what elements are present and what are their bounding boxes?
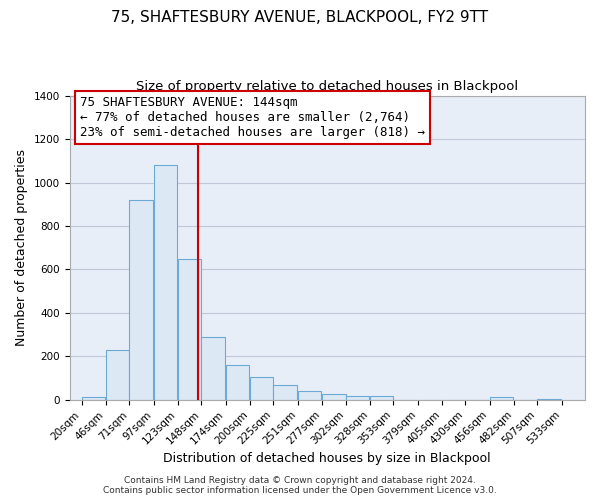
Bar xyxy=(298,391,321,400)
Bar xyxy=(370,396,393,400)
Text: Contains HM Land Registry data © Crown copyright and database right 2024.
Contai: Contains HM Land Registry data © Crown c… xyxy=(103,476,497,495)
X-axis label: Distribution of detached houses by size in Blackpool: Distribution of detached houses by size … xyxy=(163,452,491,465)
Title: Size of property relative to detached houses in Blackpool: Size of property relative to detached ho… xyxy=(136,80,518,93)
Bar xyxy=(130,200,153,400)
Text: 75 SHAFTESBURY AVENUE: 144sqm
← 77% of detached houses are smaller (2,764)
23% o: 75 SHAFTESBURY AVENUE: 144sqm ← 77% of d… xyxy=(80,96,425,138)
Bar xyxy=(154,165,177,400)
Bar xyxy=(490,398,513,400)
Bar xyxy=(250,377,274,400)
Bar xyxy=(537,399,560,400)
Bar xyxy=(322,394,346,400)
Bar xyxy=(346,396,369,400)
Bar xyxy=(202,337,225,400)
Bar xyxy=(106,350,130,400)
Bar xyxy=(82,396,105,400)
Bar xyxy=(178,258,202,400)
Bar xyxy=(274,384,297,400)
Y-axis label: Number of detached properties: Number of detached properties xyxy=(15,149,28,346)
Bar xyxy=(226,365,249,400)
Text: 75, SHAFTESBURY AVENUE, BLACKPOOL, FY2 9TT: 75, SHAFTESBURY AVENUE, BLACKPOOL, FY2 9… xyxy=(112,10,488,25)
